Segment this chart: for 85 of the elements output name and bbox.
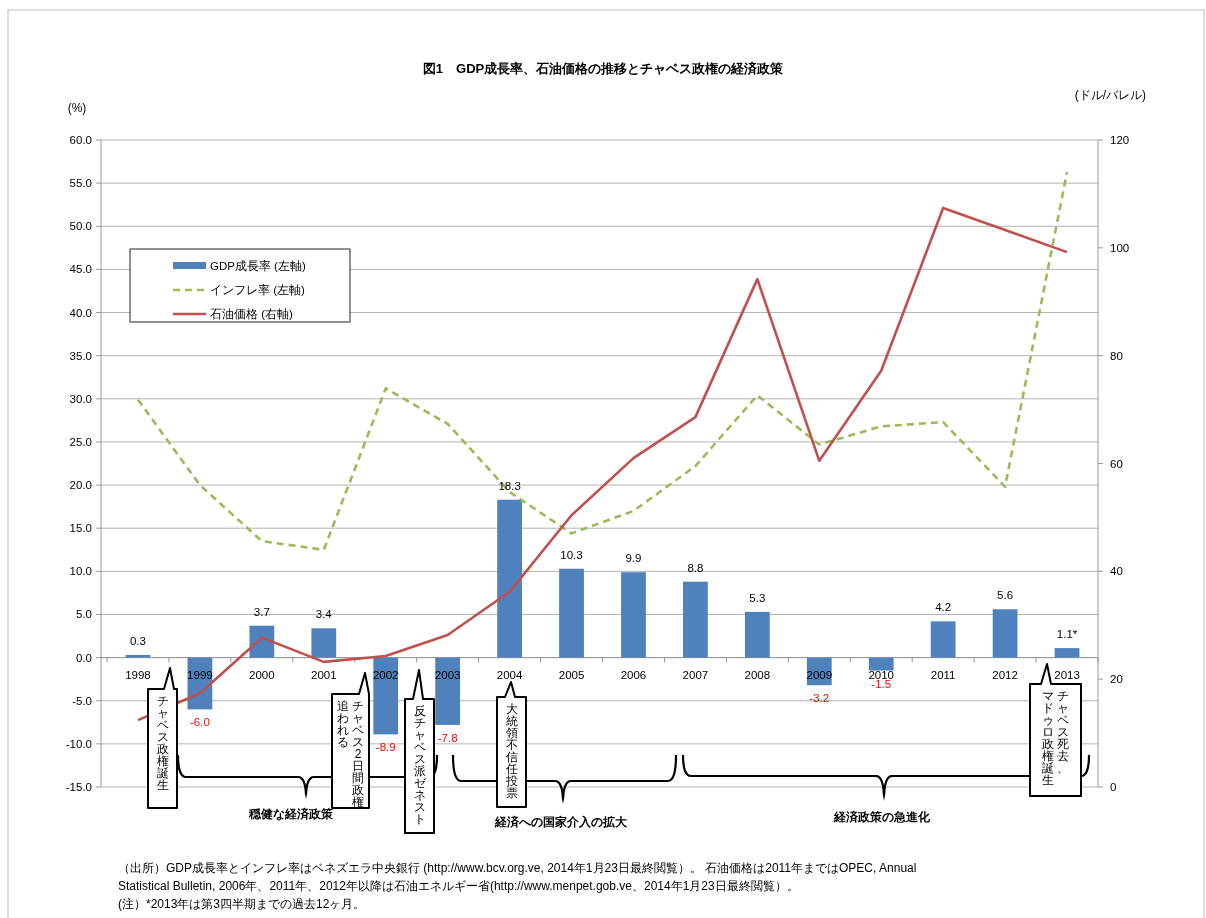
data-label: 9.9 [625,552,642,565]
y2-axis-title: (ドル/バレル) [1074,88,1146,102]
y2-tick-label: 100 [1110,241,1130,254]
bar [1054,648,1080,658]
y-tick-label: 30.0 [69,392,92,405]
y-tick-label: -10.0 [65,737,92,750]
legend-label: 石油価格 (右軸) [210,308,294,320]
y-tick-label: 5.0 [76,608,92,621]
text: チャベス2日間政権 [352,699,364,809]
y-tick-label: 40.0 [69,306,92,319]
data-label: -3.2 [809,692,830,705]
data-label: 8.8 [687,561,704,574]
data-label: 0.3 [129,635,146,648]
x-tick-label: 2000 [249,668,275,681]
y-tick-label: 15.0 [69,522,92,535]
x-tick-label: 2012 [992,668,1018,681]
x-tick-label: 2011 [930,668,956,681]
bar [125,655,151,658]
y2-tick-label: 40 [1110,565,1123,578]
bar [497,499,522,658]
data-label: 10.3 [560,548,583,561]
data-label: -8.9 [375,741,396,754]
legend-label: GDP成長率 (左軸) [210,259,306,272]
data-label: 3.7 [253,605,270,618]
x-tick-label: 2003 [434,668,461,681]
x-tick-label: 2009 [806,668,833,681]
x-tick-label: 2007 [682,668,709,681]
y-tick-label: 10.0 [69,565,92,578]
x-tick-label: 2002 [372,668,399,681]
y2-tick-label: 80 [1110,349,1123,362]
y-tick-label: -15.0 [65,781,92,793]
y-axis-title: (%) [67,101,87,115]
y-tick-label: -5.0 [72,694,92,707]
x-tick-label: 2004 [496,668,523,681]
text: 経済への国家介入の拡大 [494,815,628,829]
bar [373,657,399,735]
chart-title: 図1 GDP成長率、石油価格の推移とチャベス政権の経済政策 [422,61,785,76]
text: (注）*2013年は第3四半期までの過去12ヶ月。 [118,897,366,911]
y2-tick-label: 0 [1110,781,1117,793]
annotation: マドゥロ政権誕生 [1042,689,1054,787]
x-tick-label: 2005 [558,668,585,681]
annotation: 追われる [337,699,349,749]
data-label: 1.1* [1056,628,1078,641]
text: 穏健な経済政策 [248,807,334,821]
y2-tick-label: 60 [1110,457,1123,470]
y-tick-label: 20.0 [69,479,92,492]
x-tick-label: 2008 [744,668,771,681]
text: （出所）GDP成長率とインフレ率はベネズエラ中央銀行 (http://www.bcv.org.ve, 2014年1月23日最終閲覧）。 石油価格は2011年まではOPEC, Annual [118,861,917,875]
x-tick-label: 1999 [187,668,213,681]
bar [559,568,584,658]
bar [868,657,894,671]
y-tick-label: 25.0 [69,435,92,448]
bar [992,609,1018,658]
bar [744,611,770,658]
data-label: -7.8 [437,731,458,744]
y-tick-label: 55.0 [69,177,92,190]
x-tick-label: 2013 [1054,668,1080,681]
y2-tick-label: 120 [1110,134,1130,146]
data-label: 5.6 [997,589,1014,602]
y2-tick-label: 20 [1110,673,1123,686]
annotation: チャベス政権誕生 [156,694,169,792]
text: 反チャベス派ゼネスト [413,704,426,826]
y-tick-label: 35.0 [69,349,92,362]
annotation: チャベス死去、 [1057,689,1069,775]
bar [311,628,337,658]
y-tick-label: 0.0 [76,651,92,664]
x-tick-label: 2006 [620,668,647,681]
line-series [136,170,1069,552]
x-tick-label: 2001 [310,668,337,681]
text: 経済政策の急進化 [833,810,931,824]
data-label: -6.0 [189,716,210,729]
y-tick-label: 45.0 [69,263,92,276]
y-tick-label: 60.0 [69,134,92,146]
annotation: 大統領不信任投票 [504,702,518,800]
data-label: 4.2 [935,601,952,614]
bar [930,621,956,658]
bar [249,625,275,658]
y-tick-label: 50.0 [69,220,92,233]
text: Statistical Bulletin, 2006年、2011年、2012年以降は石油エネルギー省(http://www.menpet.gob.ve、2014年1月23日最終閲覧）。 [118,879,799,893]
x-tick-label: 1998 [125,668,151,681]
bar [621,572,646,658]
data-label: 3.4 [315,608,333,621]
bar [683,581,708,658]
data-label: 5.3 [749,591,766,604]
legend-label: インフレ率 (左軸) [210,283,306,296]
